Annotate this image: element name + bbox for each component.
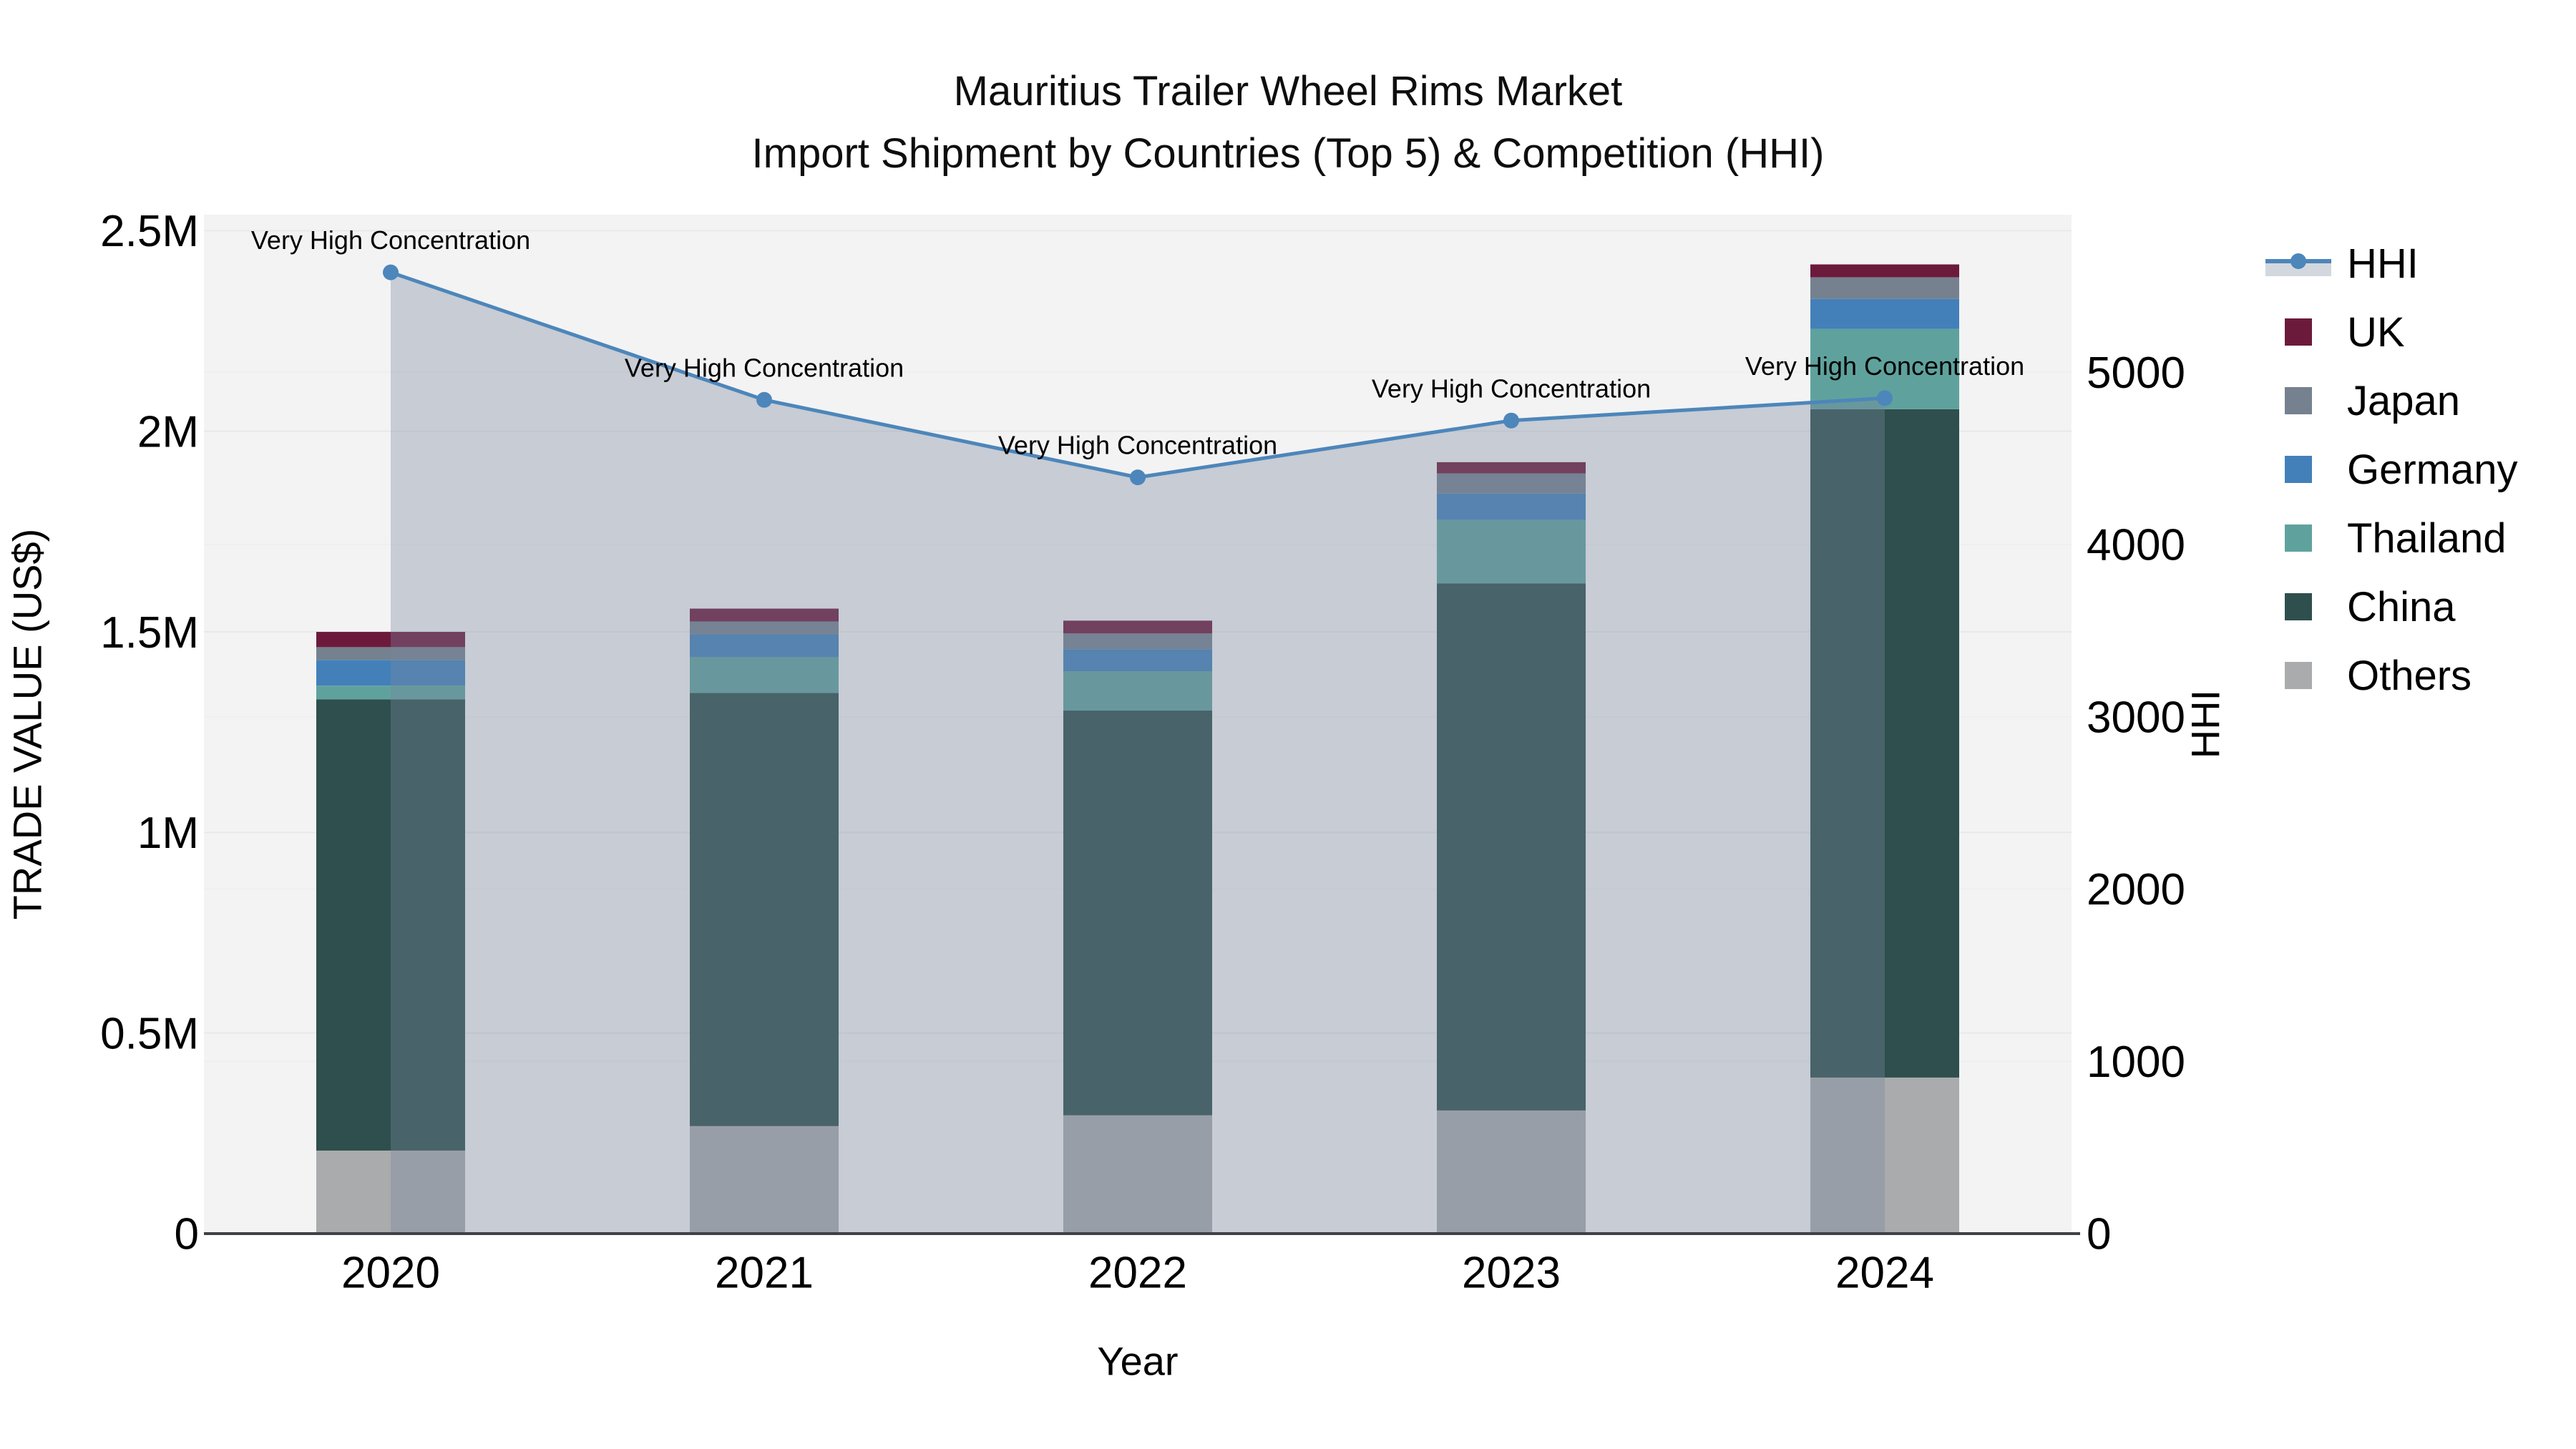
y-left-tick-1.5M: 1.5M (100, 608, 199, 658)
legend-swatch-icon (2261, 435, 2336, 504)
y-right-tick-5000: 5000 (2087, 348, 2185, 398)
bar-segment-china-2021 (690, 693, 839, 1126)
legend-label-uk: UK (2347, 308, 2405, 356)
hhi-marker-2021 (756, 391, 772, 408)
annotation-2022: Very High Concentration (998, 431, 1277, 460)
bar-segment-japan-2020 (316, 647, 465, 660)
chart-title-line2: Import Shipment by Countries (Top 5) & C… (751, 130, 1825, 177)
legend-label-hhi: HHI (2347, 240, 2419, 287)
bar-segment-thailand-2020 (316, 686, 465, 700)
bar-segment-japan-2023 (1437, 473, 1586, 494)
annotation-2024: Very High Concentration (1745, 351, 2024, 381)
hhi-marker-2022 (1130, 469, 1146, 486)
color-swatch-uk (2285, 318, 2312, 346)
annotation-2023: Very High Concentration (1372, 374, 1651, 403)
legend-label-germany: Germany (2347, 446, 2518, 493)
legend-item-china[interactable]: China (2261, 572, 2518, 641)
bar-segment-japan-2022 (1063, 633, 1212, 650)
y-right-tick-3000: 3000 (2087, 693, 2185, 742)
x-tick-2021: 2021 (715, 1249, 814, 1298)
y-right-tick-2000: 2000 (2087, 865, 2185, 914)
hhi-marker-2024 (1877, 390, 1893, 406)
bar-segment-uk-2020 (316, 632, 465, 648)
chart-title-line1: Mauritius Trailer Wheel Rims Market (953, 68, 1623, 114)
y-left-tick-0.5M: 0.5M (100, 1009, 199, 1058)
legend-swatch-icon (2261, 298, 2336, 366)
bar-segment-germany-2023 (1437, 493, 1586, 520)
legend-item-germany[interactable]: Germany (2261, 435, 2518, 504)
legend-swatch-icon (2261, 572, 2336, 641)
hhi-line-sample-icon (2261, 229, 2336, 298)
bar-segment-china-2024 (1810, 409, 1959, 1078)
legend-item-others[interactable]: Others (2261, 641, 2518, 710)
legend: HHI UK Japan Germany Thailand China Others (2261, 229, 2518, 710)
annotation-2021: Very High Concentration (625, 353, 904, 382)
x-tick-2024: 2024 (1835, 1249, 1934, 1298)
hhi-marker-2023 (1503, 412, 1519, 429)
bar-segment-china-2020 (316, 699, 465, 1151)
color-swatch-thailand (2285, 525, 2312, 552)
bar-segment-china-2022 (1063, 710, 1212, 1116)
bar-segment-uk-2024 (1810, 264, 1959, 278)
y-axis-title-left: TRADE VALUE (US$) (4, 528, 50, 920)
bar-segment-thailand-2022 (1063, 670, 1212, 711)
y-left-tick-1M: 1M (137, 809, 199, 858)
legend-item-japan[interactable]: Japan (2261, 366, 2518, 435)
bar-segment-others-2024 (1810, 1077, 1959, 1234)
color-swatch-japan (2285, 387, 2312, 414)
x-tick-2023: 2023 (1462, 1249, 1561, 1298)
bar-segment-germany-2022 (1063, 649, 1212, 671)
color-swatch-others (2285, 662, 2312, 689)
y-right-tick-0: 0 (2087, 1210, 2111, 1259)
legend-item-hhi[interactable]: HHI (2261, 229, 2518, 298)
legend-label-others: Others (2347, 652, 2472, 699)
bar-segment-uk-2021 (690, 608, 839, 622)
annotation-2020: Very High Concentration (251, 225, 530, 255)
bar-segment-thailand-2023 (1437, 519, 1586, 584)
bar-segment-germany-2024 (1810, 298, 1959, 329)
y-left-tick-0: 0 (175, 1210, 199, 1259)
x-tick-2020: 2020 (341, 1249, 440, 1298)
bar-segment-others-2023 (1437, 1110, 1586, 1234)
legend-swatch-icon (2261, 504, 2336, 572)
legend-label-china: China (2347, 583, 2456, 630)
bar-segment-japan-2021 (690, 621, 839, 635)
color-swatch-germany (2285, 456, 2312, 483)
legend-item-thailand[interactable]: Thailand (2261, 504, 2518, 572)
x-tick-2022: 2022 (1088, 1249, 1187, 1298)
bar-segment-china-2023 (1437, 583, 1586, 1111)
legend-swatch-icon (2261, 641, 2336, 710)
y-left-tick-2.5M: 2.5M (100, 207, 199, 256)
legend-item-uk[interactable]: UK (2261, 298, 2518, 366)
bar-segment-germany-2020 (316, 660, 465, 686)
hhi-area-fill (391, 272, 1885, 1234)
x-axis-title: Year (1097, 1338, 1179, 1384)
bar-segment-germany-2021 (690, 634, 839, 658)
legend-swatch-icon (2261, 366, 2336, 435)
bar-segment-thailand-2021 (690, 657, 839, 693)
y-right-tick-4000: 4000 (2087, 521, 2185, 570)
y-axis-title-right: HHI (2182, 689, 2228, 759)
y-right-tick-1000: 1000 (2087, 1038, 2185, 1087)
bar-segment-uk-2023 (1437, 462, 1586, 474)
color-swatch-china (2285, 593, 2312, 620)
bar-segment-uk-2022 (1063, 620, 1212, 634)
bar-segment-japan-2024 (1810, 277, 1959, 299)
bar-segment-others-2021 (690, 1126, 839, 1234)
bar-segment-others-2022 (1063, 1115, 1212, 1234)
hhi-marker-2020 (383, 264, 399, 280)
chart-title: Mauritius Trailer Wheel Rims Market Impo… (0, 60, 2576, 185)
bar-segment-others-2020 (316, 1150, 465, 1234)
y-left-tick-2M: 2M (137, 407, 199, 457)
legend-label-thailand: Thailand (2347, 514, 2507, 562)
legend-label-japan: Japan (2347, 377, 2461, 424)
